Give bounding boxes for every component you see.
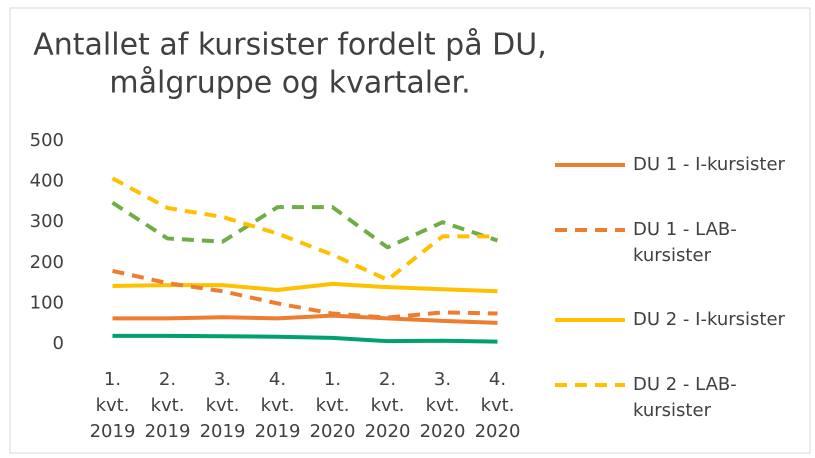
x-tick-label: kvt.	[481, 395, 515, 416]
x-tick-label: 2019	[90, 421, 136, 442]
x-tick-label: kvt.	[151, 395, 185, 416]
x-tick-label: kvt.	[316, 395, 350, 416]
x-tick-label: 4.	[269, 369, 286, 390]
x-tick-label: 2.	[379, 369, 396, 390]
legend-label: DU 2 - I-kursister	[633, 309, 785, 330]
x-tick-label: 2020	[310, 421, 356, 442]
x-tick-label: 4.	[489, 369, 506, 390]
y-tick-label: 500	[30, 130, 64, 151]
chart-border	[9, 7, 811, 454]
legend-label: DU 1 - I-kursister	[633, 154, 785, 175]
series-line	[112, 268, 498, 320]
x-tick-label: kvt.	[206, 395, 240, 416]
y-tick-label: 300	[30, 211, 64, 232]
x-tick-label: 2020	[365, 421, 411, 442]
series-line	[112, 333, 498, 344]
x-tick-label: 2019	[145, 421, 191, 442]
x-tick-label: 3.	[434, 369, 451, 390]
x-tick-label: kvt.	[96, 395, 130, 416]
x-tick-label: 2020	[475, 421, 521, 442]
chart-title: Antallet af kursister fordelt på DU,	[33, 28, 547, 63]
x-tick-label: 2020	[420, 421, 466, 442]
x-tick-label: 3.	[214, 369, 231, 390]
y-tick-label: 200	[30, 252, 64, 273]
x-tick-label: 2.	[159, 369, 176, 390]
x-tick-label: 1.	[324, 369, 341, 390]
y-tick-label: 100	[30, 292, 64, 313]
legend-label: DU 1 - LAB-kursister	[633, 219, 737, 266]
series-line	[112, 313, 498, 325]
series-line	[111, 176, 498, 282]
chart-title: målgruppe og kvartaler.	[109, 66, 470, 101]
y-tick-label: 400	[30, 171, 64, 192]
x-tick-label: 2019	[200, 421, 246, 442]
x-tick-label: 2019	[255, 421, 301, 442]
x-tick-label: kvt.	[371, 395, 405, 416]
x-tick-label: kvt.	[261, 395, 295, 416]
y-tick-label: 0	[53, 333, 64, 354]
x-tick-label: 1.	[104, 369, 121, 390]
legend-label: DU 2 - LAB-kursister	[633, 374, 737, 421]
x-tick-label: kvt.	[426, 395, 460, 416]
